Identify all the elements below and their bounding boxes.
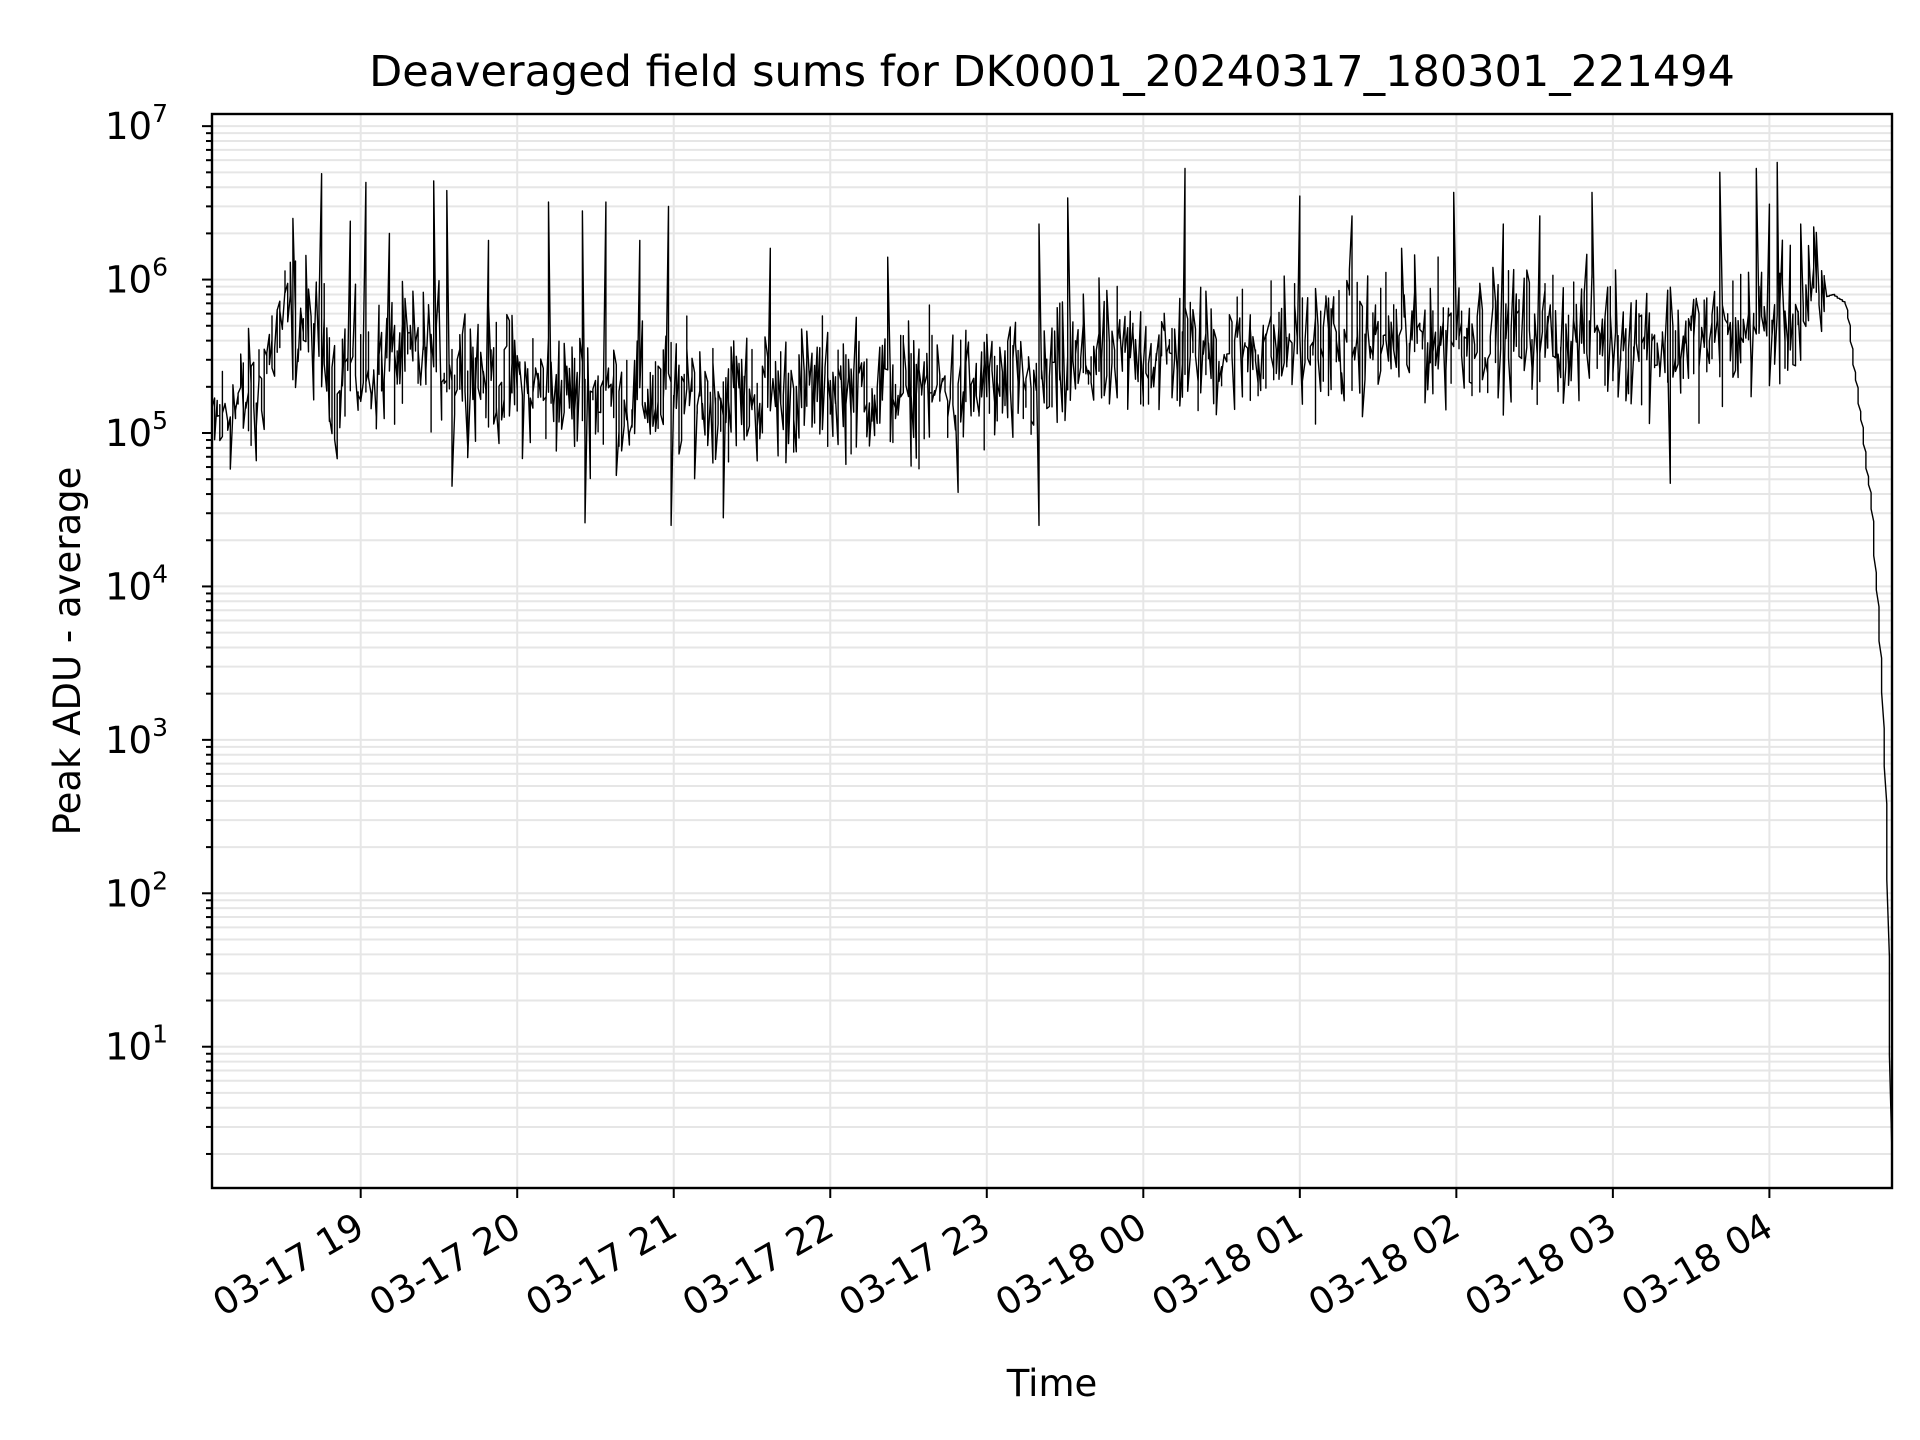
x-axis-label: Time bbox=[1006, 1362, 1098, 1405]
x-tick-label: 03-18 00 bbox=[988, 1205, 1154, 1325]
x-tick-label: 03-18 03 bbox=[1458, 1205, 1624, 1325]
y-tick-label: 107 bbox=[105, 99, 168, 148]
x-tick-label: 03-17 19 bbox=[206, 1205, 372, 1325]
x-tick-label: 03-17 21 bbox=[519, 1205, 685, 1325]
x-tick-label: 03-18 02 bbox=[1301, 1205, 1467, 1325]
x-tick-label: 03-17 20 bbox=[362, 1205, 528, 1325]
plot-frame bbox=[210, 112, 1894, 1190]
y-tick-label: 101 bbox=[105, 1020, 168, 1069]
series-line-group bbox=[211, 161, 1893, 1155]
x-tick-label: 03-17 22 bbox=[675, 1205, 841, 1325]
grid-lines bbox=[212, 114, 1892, 1188]
y-tick-label: 105 bbox=[105, 406, 168, 455]
chart-title: Deaveraged field sums for DK0001_2024031… bbox=[369, 47, 1735, 97]
series-line bbox=[211, 161, 1893, 1155]
y-tick-label: 104 bbox=[105, 559, 168, 608]
y-tick-label: 106 bbox=[105, 253, 168, 302]
x-tick-label: 03-18 04 bbox=[1614, 1205, 1780, 1325]
y-tick-label: 102 bbox=[105, 866, 168, 915]
y-tick-label: 103 bbox=[105, 713, 168, 762]
x-tick-label: 03-18 01 bbox=[1145, 1205, 1311, 1325]
x-tick-label: 03-17 23 bbox=[832, 1205, 998, 1325]
y-axis-label: Peak ADU - average bbox=[46, 467, 89, 836]
